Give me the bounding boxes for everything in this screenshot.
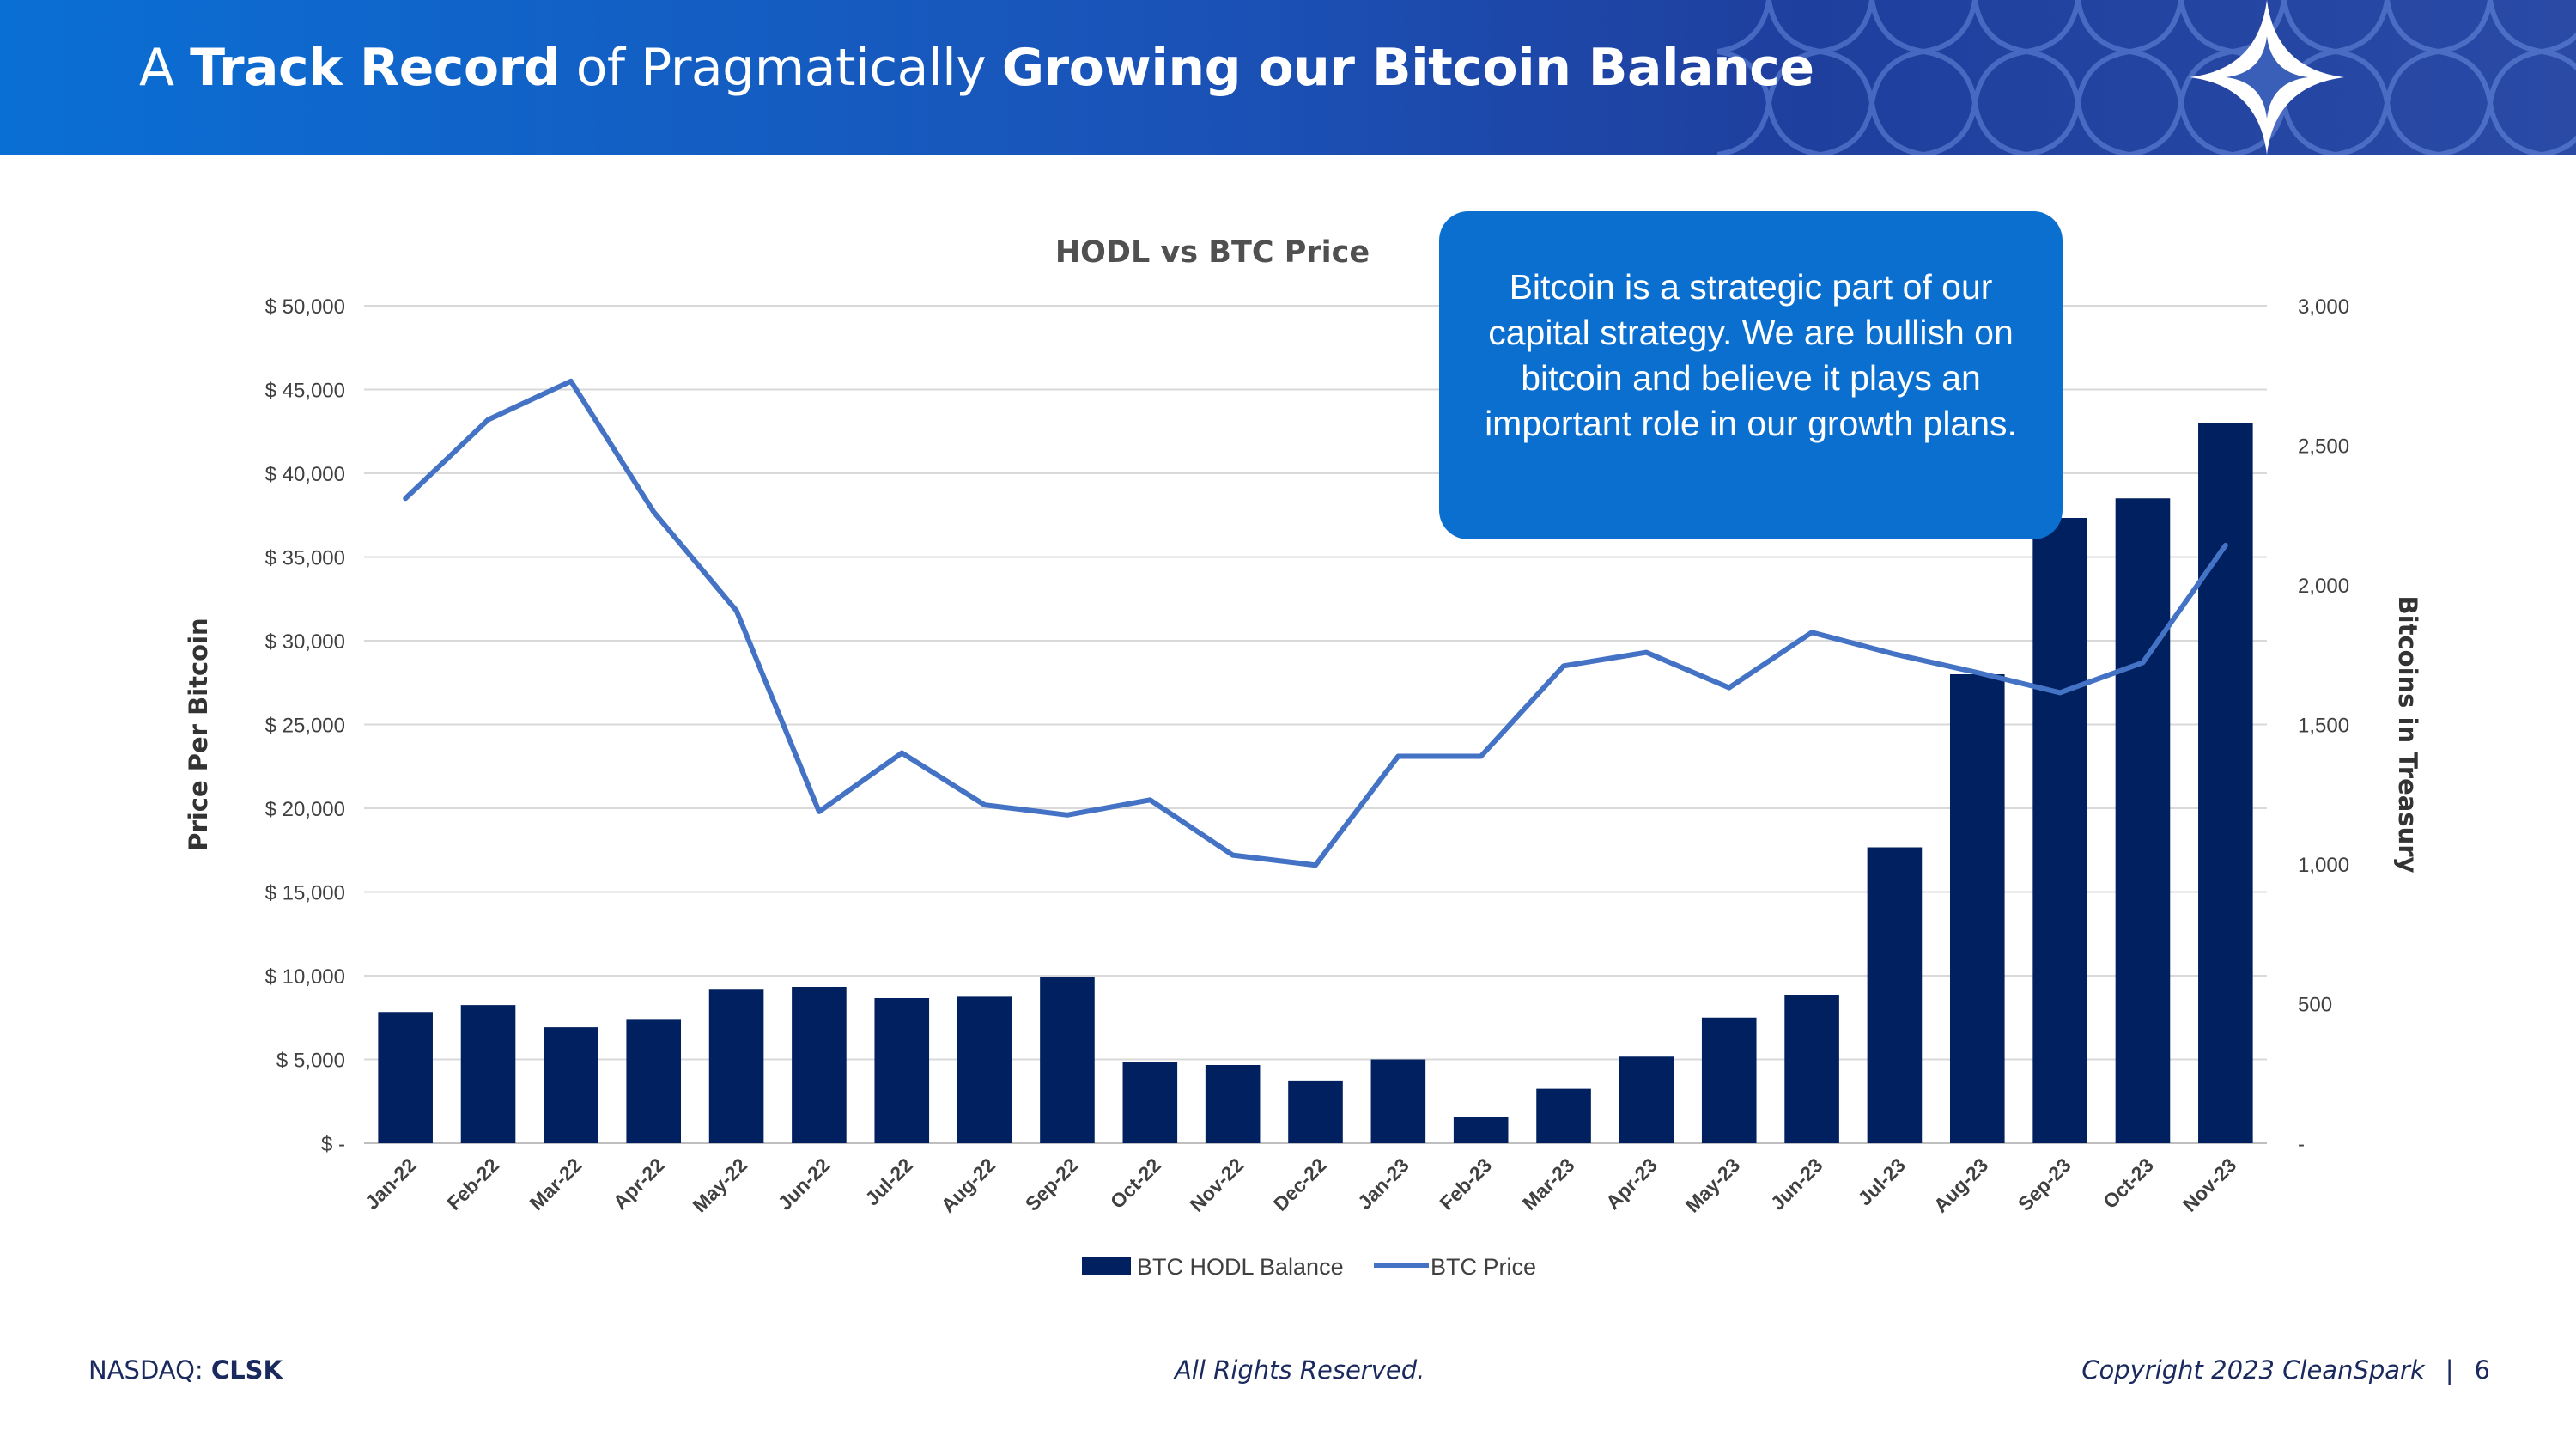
y-left-tick-label: $ 15,000 [265,882,345,905]
hodl-bar [1784,995,1839,1143]
hodl-bar [1040,977,1095,1143]
x-tick-label: Sep-22 [1021,1154,1083,1215]
x-tick-label: Dec-22 [1269,1154,1331,1215]
hodl-bar [2115,498,2171,1143]
x-tick-label: Aug-22 [937,1154,1000,1217]
footer-ticker: NASDAQ: CLSK [88,1355,283,1385]
x-tick-label: Jun-23 [1766,1154,1827,1215]
hodl-bar [2198,423,2253,1143]
y-left-tick-label: $ 30,000 [265,630,345,654]
hodl-bar [1619,1056,1674,1143]
strategy-callout: Bitcoin is a strategic part of our capit… [1439,211,2063,539]
hodl-vs-price-chart: HODL vs BTC Price $ 50,000 $ 45,000 $ 40,0… [184,235,2422,1280]
star-logo-icon [2190,0,2344,155]
y-right-tick-label: 1,500 [2298,715,2349,738]
ticker-symbol: CLSK [210,1355,283,1385]
hodl-bar [378,1012,433,1143]
footer-rights: All Rights Reserved. [1175,1355,1425,1385]
legend-label-hodl: BTC HODL Balance [1137,1254,1344,1280]
x-tick-label: Oct-23 [2099,1154,2158,1213]
x-tick-label: Aug-23 [1929,1154,1993,1217]
hodl-bar [2032,518,2087,1143]
y-right-tick-label: 3,000 [2298,295,2349,319]
y-left-tick-label: $ 10,000 [265,965,345,989]
hodl-bar [1122,1062,1178,1143]
callout-text: Bitcoin is a strategic part of our capit… [1485,267,2017,443]
y-left-axis-label: Price Per Bitcoin [184,618,213,850]
y-right-axis-label: Bitcoins in Treasury [2393,596,2422,874]
x-tick-label: Sep-23 [2014,1154,2075,1215]
y-right-tick-label: 2,500 [2298,435,2349,459]
y-right-tick-label: 500 [2298,994,2332,1017]
y-left-tick-label: $ 45,000 [265,380,345,403]
x-tick-label: Jun-22 [774,1154,835,1215]
x-tick-label: Jul-22 [860,1154,916,1209]
x-tick-label: Mar-23 [1518,1154,1579,1215]
legend-swatch-hodl [1082,1257,1131,1275]
legend-label-price: BTC Price [1431,1254,1536,1280]
x-tick-label: Apr-22 [609,1154,669,1214]
hodl-bar [1536,1088,1591,1143]
hodl-bar [874,998,930,1143]
hodl-bar [1453,1117,1509,1143]
hodl-bar [1205,1065,1261,1143]
y-left-tick-label: $ 50,000 [265,295,345,319]
hodl-bar [708,989,764,1143]
x-tick-label: Feb-23 [1435,1154,1496,1215]
page-number: 6 [2474,1355,2490,1385]
x-tick-label: Jul-23 [1854,1154,1910,1209]
x-tick-label: Nov-23 [2178,1154,2241,1216]
hodl-bar [957,996,1012,1143]
x-tick-label: Feb-22 [442,1154,503,1215]
page-title: A Track Record of Pragmatically Growing … [139,38,1814,98]
y-right-tick-label: 2,000 [2298,575,2349,598]
header-pattern [1717,0,2576,155]
y-left-tick-label: $ 5,000 [276,1050,345,1073]
chart-legend: BTC HODL Balance BTC Price [1082,1254,1536,1280]
y-left-tick-label: $ 35,000 [265,547,345,570]
x-tick-label: Mar-22 [526,1154,586,1215]
x-tick-label: Jan-22 [361,1154,421,1214]
x-tick-label: Apr-23 [1601,1154,1662,1214]
x-tick-label: Jan-23 [1353,1154,1413,1214]
y-right-tick-label: - [2298,1133,2305,1156]
hodl-bar [1370,1059,1426,1143]
y-right-tick-label: 1,000 [2298,854,2349,877]
hodl-bar [626,1019,682,1143]
x-tick-label: Nov-22 [1186,1154,1249,1216]
footer-copyright: Copyright 2023 CleanSpark | 6 [2081,1355,2490,1385]
x-tick-label: May-23 [1681,1154,1745,1217]
hodl-bar [792,987,847,1143]
y-left-tick-label: $ 40,000 [265,463,345,486]
chart-title: HODL vs BTC Price [1055,235,1370,270]
x-tick-label: May-22 [689,1154,752,1217]
hodl-bar [1867,847,1923,1143]
y-left-tick-label: $ 25,000 [265,715,345,738]
btc-price-line [403,378,2228,868]
header-banner: A Track Record of Pragmatically Growing … [0,0,2576,155]
hodl-bar [1701,1017,1757,1143]
hodl-bar [544,1027,598,1143]
hodl-bar [460,1005,516,1143]
hodl-bar [1288,1080,1343,1143]
hodl-bar [1949,674,2005,1143]
y-left-tick-label: $ - [321,1133,345,1156]
x-tick-label: Oct-22 [1106,1154,1165,1213]
y-left-tick-label: $ 20,000 [265,798,345,821]
